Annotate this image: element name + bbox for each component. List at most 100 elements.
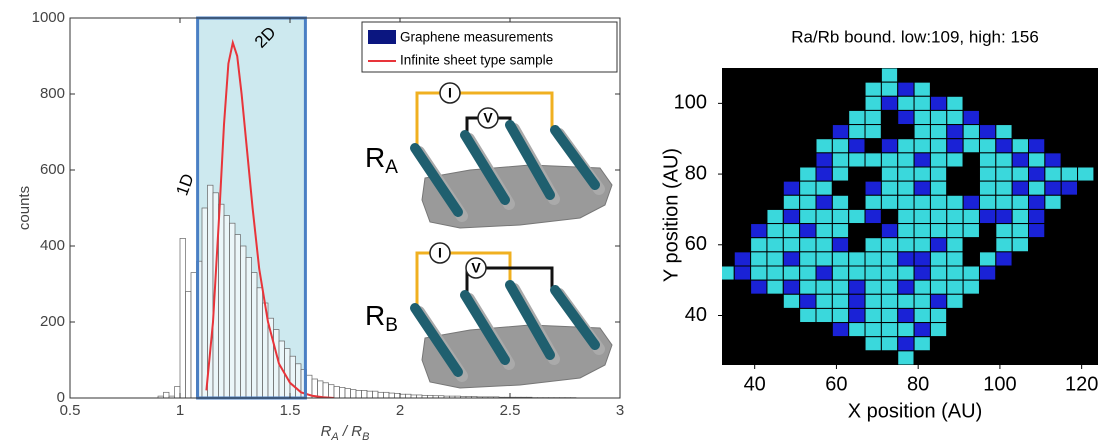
cell: [962, 307, 980, 324]
cell: [766, 180, 784, 196]
cell: [913, 180, 931, 196]
bar: [344, 388, 351, 398]
cell: [848, 293, 866, 309]
cell: [1060, 95, 1079, 111]
y-tick-label: 600: [40, 161, 65, 178]
cell: [1011, 95, 1030, 111]
cell: [1077, 109, 1095, 126]
cell: [897, 279, 915, 295]
cell: [880, 109, 899, 126]
cell: [766, 350, 784, 365]
cell: [1060, 208, 1079, 225]
cell: [978, 138, 997, 154]
probe-setup-b: [410, 242, 613, 389]
cell: [733, 68, 752, 83]
cell: [1044, 208, 1062, 225]
cell: [897, 293, 915, 309]
cell: [1060, 124, 1079, 140]
cell: [864, 166, 882, 182]
cell: [1044, 180, 1062, 196]
bar: [372, 390, 379, 398]
model-curve: [205, 38, 335, 398]
cell: [929, 138, 948, 154]
cell: [799, 237, 817, 253]
cell: [929, 208, 948, 225]
cell: [880, 208, 899, 225]
cell: [1077, 307, 1095, 324]
cell: [962, 322, 980, 338]
cell: [831, 336, 850, 352]
cell: [1028, 95, 1046, 111]
cell: [978, 350, 997, 365]
x-tick-label: 40: [744, 373, 766, 395]
probe-diagram: I V I V RA RB: [365, 82, 613, 389]
cell: [864, 265, 882, 281]
cell: [929, 265, 948, 281]
cell: [880, 251, 899, 267]
cell: [831, 293, 850, 309]
cell: [929, 81, 948, 97]
current-symbol: I: [438, 245, 442, 261]
cell: [1060, 194, 1079, 210]
bar: [245, 257, 252, 398]
cell: [815, 194, 833, 210]
x-tick-label: 1.5: [280, 402, 301, 419]
cell: [831, 124, 850, 140]
cell: [995, 81, 1013, 97]
cell: [733, 81, 752, 97]
cell: [946, 322, 964, 338]
cell: [815, 336, 833, 352]
bar: [218, 203, 225, 398]
cell: [722, 293, 735, 309]
cell: [1044, 166, 1062, 182]
cell: [962, 265, 980, 281]
cell: [962, 279, 980, 295]
cell: [750, 237, 768, 253]
cell: [995, 109, 1013, 126]
cell: [815, 81, 833, 97]
cell: [962, 95, 980, 111]
cell: [782, 251, 801, 267]
cell: [880, 180, 899, 196]
cell: [815, 322, 833, 338]
cell: [1077, 138, 1095, 154]
cell: [799, 194, 817, 210]
cell: [962, 208, 980, 225]
cell: [799, 350, 817, 365]
cell: [1060, 251, 1079, 267]
cell: [733, 279, 752, 295]
bar: [322, 382, 329, 398]
y-tick-label: 80: [685, 162, 707, 184]
cell: [962, 152, 980, 168]
cell: [978, 109, 997, 126]
cell: [880, 166, 899, 182]
cell: [848, 166, 866, 182]
cell: [799, 208, 817, 225]
cell: [913, 237, 931, 253]
cell: [880, 336, 899, 352]
cell: [913, 265, 931, 281]
cell: [1028, 180, 1046, 196]
bar: [333, 386, 340, 398]
cell: [929, 68, 948, 83]
cell: [978, 322, 997, 338]
cell: [880, 293, 899, 309]
cell: [1077, 68, 1095, 83]
inset-label: RA: [365, 142, 398, 178]
cell: [848, 180, 866, 196]
cell: [733, 166, 752, 182]
cell: [722, 265, 735, 281]
current-symbol: I: [448, 85, 452, 101]
cell: [946, 180, 964, 196]
cell: [978, 208, 997, 225]
cell: [913, 124, 931, 140]
cell: [831, 194, 850, 210]
probes: [410, 280, 605, 382]
cell: [848, 279, 866, 295]
cell: [733, 251, 752, 267]
cell: [962, 109, 980, 126]
cell: [978, 180, 997, 196]
cell: [995, 95, 1013, 111]
x-tick-label: 2: [396, 402, 404, 419]
cell: [978, 265, 997, 281]
